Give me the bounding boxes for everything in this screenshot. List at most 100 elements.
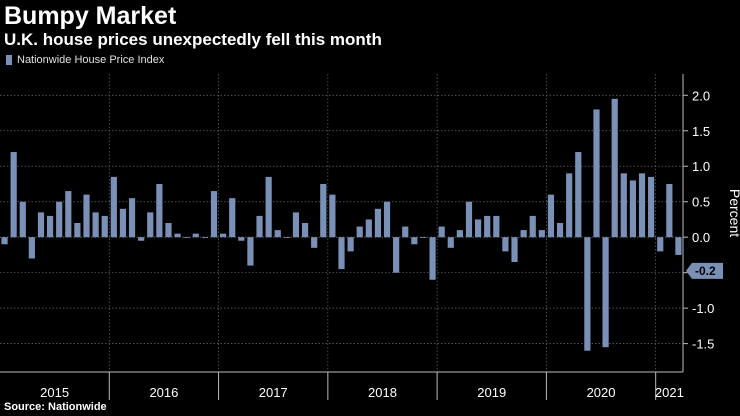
bar bbox=[602, 237, 609, 348]
bar bbox=[493, 215, 500, 238]
bar bbox=[183, 237, 190, 238]
x-tick-label: 2019 bbox=[477, 385, 506, 400]
bar bbox=[593, 109, 600, 238]
bar bbox=[547, 194, 555, 238]
bar bbox=[256, 215, 263, 238]
x-tick-label: 2021 bbox=[655, 385, 684, 400]
y-tick-label: 0.0 bbox=[692, 230, 710, 245]
bar bbox=[28, 237, 35, 259]
bar bbox=[19, 201, 26, 238]
bar bbox=[620, 173, 627, 238]
bar bbox=[247, 237, 254, 266]
bar bbox=[110, 176, 117, 238]
bar bbox=[638, 173, 646, 238]
bar bbox=[520, 230, 527, 238]
bar bbox=[456, 230, 463, 238]
bar bbox=[201, 237, 208, 238]
bar bbox=[447, 237, 454, 248]
bar bbox=[238, 237, 245, 241]
y-tick-label: 1.0 bbox=[692, 159, 710, 174]
bar bbox=[192, 233, 199, 238]
bar bbox=[438, 226, 445, 238]
chart-subtitle: U.K. house prices unexpectedly fell this… bbox=[4, 30, 382, 49]
legend-swatch bbox=[6, 55, 12, 65]
bar bbox=[465, 201, 473, 238]
bar bbox=[393, 237, 400, 273]
bar bbox=[538, 230, 545, 238]
bar bbox=[365, 219, 372, 238]
last-value-label: -0.2 bbox=[695, 264, 716, 278]
bar bbox=[220, 233, 227, 238]
y-axis-title: Percent bbox=[727, 189, 740, 237]
bar bbox=[10, 152, 17, 238]
bar bbox=[119, 208, 127, 238]
bar bbox=[147, 212, 154, 238]
bar bbox=[475, 219, 482, 238]
bar bbox=[374, 208, 382, 238]
bar bbox=[128, 198, 136, 238]
bar bbox=[383, 201, 391, 238]
source-note: Source: Nationwide bbox=[4, 401, 107, 413]
x-tick-label: 2016 bbox=[149, 385, 178, 400]
bar bbox=[502, 237, 509, 252]
bar bbox=[629, 180, 637, 238]
bar bbox=[210, 191, 218, 238]
x-tick-label: 2020 bbox=[587, 385, 616, 400]
bar bbox=[329, 194, 336, 238]
bar bbox=[402, 226, 409, 238]
legend-label: Nationwide House Price Index bbox=[17, 54, 165, 66]
bar bbox=[56, 201, 63, 238]
bar bbox=[301, 223, 309, 238]
axes bbox=[0, 74, 688, 400]
bar bbox=[1, 237, 8, 245]
y-tick-label: 1.5 bbox=[692, 124, 710, 139]
bar bbox=[165, 223, 172, 238]
bar bbox=[575, 152, 582, 238]
tick-labels: 2.01.51.00.50.0-0.5-1.0-1.52015201620172… bbox=[40, 88, 740, 400]
bar bbox=[584, 237, 591, 351]
bar bbox=[420, 237, 427, 238]
y-tick-label: 0.5 bbox=[692, 195, 710, 210]
x-tick-label: 2015 bbox=[40, 385, 69, 400]
x-tick-label: 2017 bbox=[259, 385, 288, 400]
bar bbox=[666, 183, 673, 238]
bar bbox=[556, 223, 564, 238]
bar bbox=[657, 237, 664, 252]
y-tick-label: -1.0 bbox=[692, 301, 714, 316]
bar bbox=[529, 215, 536, 238]
bar bbox=[356, 226, 363, 238]
bar bbox=[566, 173, 573, 238]
bar bbox=[411, 237, 418, 245]
bar bbox=[138, 237, 145, 241]
bar bbox=[46, 215, 54, 238]
last-value-callout bbox=[686, 262, 723, 279]
bar bbox=[83, 194, 90, 238]
gridlines bbox=[0, 74, 683, 372]
bar bbox=[283, 237, 290, 238]
bar bbox=[484, 215, 491, 238]
bar bbox=[292, 212, 300, 238]
bar bbox=[429, 237, 436, 280]
bar bbox=[347, 237, 354, 252]
bar bbox=[675, 237, 682, 255]
legend: Nationwide House Price Index bbox=[6, 54, 164, 66]
bar bbox=[37, 212, 45, 238]
bar bbox=[156, 183, 163, 238]
bars bbox=[1, 98, 682, 351]
bar bbox=[320, 183, 327, 238]
x-tick-label: 2018 bbox=[368, 385, 397, 400]
bar bbox=[174, 233, 181, 238]
bar bbox=[92, 212, 99, 238]
bar bbox=[274, 230, 281, 238]
bar bbox=[101, 215, 108, 238]
bar bbox=[611, 98, 618, 238]
bar bbox=[229, 198, 236, 238]
bar bbox=[511, 237, 518, 263]
y-tick-label: 2.0 bbox=[692, 88, 710, 103]
y-tick-label: -1.5 bbox=[692, 337, 714, 352]
bar bbox=[648, 176, 655, 238]
bar bbox=[265, 176, 272, 238]
bar bbox=[74, 223, 81, 238]
bar bbox=[311, 237, 318, 248]
